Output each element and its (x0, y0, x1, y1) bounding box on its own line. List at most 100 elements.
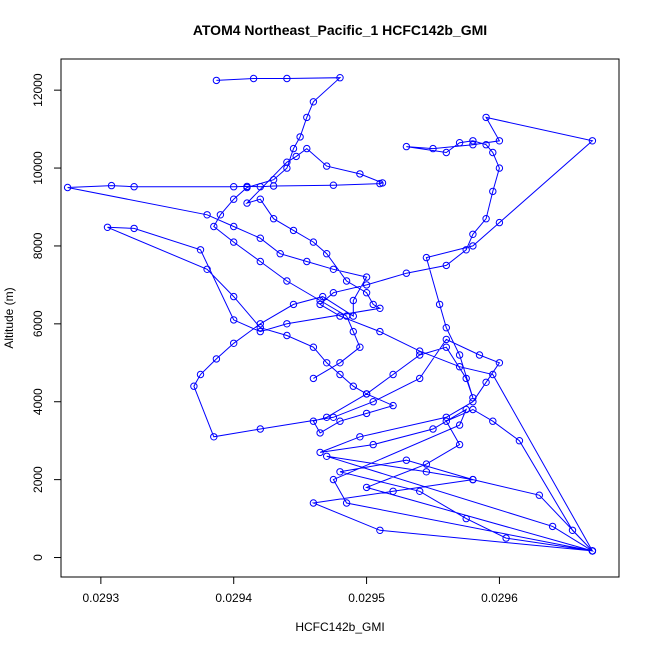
plot-frame (60, 58, 620, 578)
series-0-point (455, 363, 464, 371)
series-0-point (442, 413, 450, 421)
series-0-point (389, 487, 397, 495)
series-0-point (495, 137, 504, 145)
series-0-point (336, 370, 344, 379)
series-0-point (256, 327, 264, 336)
y-tick-label: 6000 (31, 310, 45, 337)
series-0-point (389, 370, 397, 379)
series-0-excursion-point (309, 374, 318, 383)
series-0-point (548, 522, 557, 531)
series-0-point (455, 351, 464, 359)
series-0-point (256, 425, 264, 433)
series-0-point (482, 141, 490, 149)
y-tick-label: 0 (31, 554, 45, 561)
series-0-point (212, 355, 221, 363)
series-0-point (429, 144, 437, 153)
series-0-point (196, 370, 205, 379)
series-0-point (63, 183, 72, 192)
series-0-point (469, 398, 477, 406)
series-0-point (329, 289, 338, 297)
series-0-point (489, 148, 497, 157)
x-axis: 0.0293 0.0294 0.0295 0.0296 (83, 577, 518, 605)
series-0-excursion-point (349, 327, 357, 336)
series-0-point (230, 222, 238, 231)
series-0-point (190, 382, 198, 390)
series-0-excursion-point (309, 98, 318, 106)
series-0-point (309, 238, 318, 246)
series-0-point (515, 437, 524, 445)
series-0-excursion-point (356, 343, 364, 351)
series-0-excursion-point (316, 296, 324, 305)
series-0-point (256, 195, 264, 203)
series-0-point (243, 199, 251, 207)
series-0-point (455, 440, 464, 449)
series-0-point (362, 273, 371, 281)
series-points (63, 74, 597, 555)
series-0-excursion-point (342, 312, 351, 320)
x-tick-label: 0.0293 (83, 591, 120, 605)
series-0-point (495, 359, 504, 367)
series-0-point (319, 292, 327, 301)
series-0-excursion-point (336, 359, 344, 367)
series-0-point (469, 242, 477, 250)
series-0-point (369, 300, 377, 309)
series-0-point (323, 359, 331, 367)
series-0-point (256, 324, 264, 332)
series-0-excursion-point (230, 195, 238, 203)
y-tick-label: 12000 (31, 73, 45, 107)
series-0-point (283, 320, 291, 328)
series-0-point (210, 433, 218, 441)
series-0-point (323, 162, 331, 170)
series-0-line (67, 116, 595, 552)
series-0-point (369, 398, 377, 406)
series-0-point (103, 223, 112, 232)
series-0-point (482, 113, 490, 122)
series-0-point (462, 514, 470, 523)
series-0-point (469, 230, 477, 239)
series-0-point (289, 300, 298, 309)
series-0-point (435, 300, 444, 309)
series-0-point (256, 183, 264, 191)
series-0-point (469, 141, 477, 149)
series-0-point (469, 394, 477, 402)
series-0-point (455, 139, 464, 147)
series-0-excursion-line (213, 77, 361, 379)
series-0-point (416, 487, 424, 495)
series-0-point (568, 526, 577, 534)
series-0-point (303, 257, 311, 266)
series-0-point (502, 534, 510, 542)
series-0-point (416, 347, 424, 355)
series-0-point (469, 137, 477, 145)
series-0-point (323, 452, 331, 460)
series-0-point (422, 468, 431, 476)
series-0-point (495, 218, 504, 227)
series-0-point (462, 246, 470, 254)
series-0-point (376, 327, 384, 336)
series-0-excursion-point (283, 74, 291, 83)
series-0-point (362, 390, 371, 398)
series-0-point (309, 343, 318, 351)
series-0-point (256, 320, 264, 328)
series-0-point (230, 316, 238, 324)
y-axis: 0 2000 4000 6000 8000 10000 12000 (31, 73, 61, 561)
series-0-point (378, 179, 387, 187)
series-0-point (329, 265, 338, 273)
series-0-point (442, 324, 450, 332)
series-0-point (283, 331, 291, 340)
series-0-point (356, 433, 364, 441)
series-0-point (230, 183, 238, 191)
series-0-point (362, 409, 371, 418)
series-0-point (230, 292, 238, 301)
series-0-point (342, 277, 351, 285)
series-0-point (362, 289, 371, 297)
series-0-point (429, 425, 437, 433)
series-0-point (356, 170, 364, 178)
series-0-point (336, 468, 344, 476)
series-0-point (203, 211, 211, 219)
series-0-point (495, 164, 504, 172)
series-0-point (230, 339, 238, 347)
series-0-excursion-point (210, 222, 218, 231)
series-0-point (482, 378, 490, 386)
series-0-excursion-point (216, 211, 225, 219)
